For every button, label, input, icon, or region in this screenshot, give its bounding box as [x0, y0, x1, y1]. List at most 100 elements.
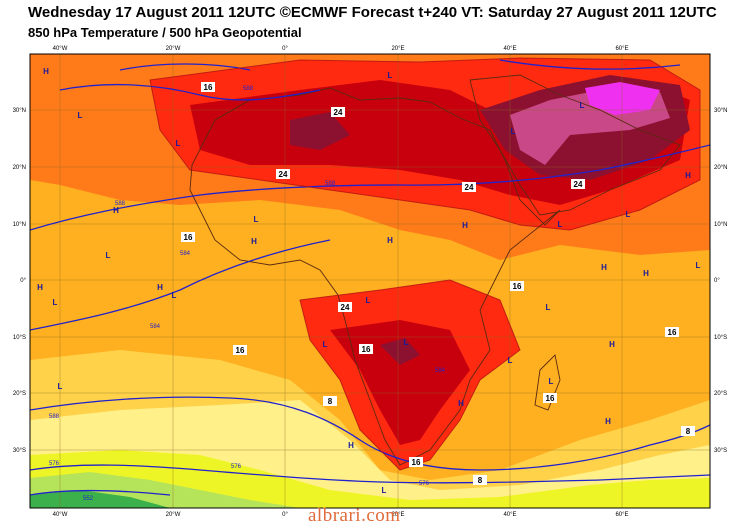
- low-pressure-marker: L: [58, 382, 63, 391]
- temperature-label: 16: [409, 457, 423, 467]
- low-pressure-marker: L: [176, 139, 181, 148]
- temperature-label-text: 24: [341, 303, 350, 312]
- high-pressure-marker: H: [605, 417, 611, 426]
- high-pressure-marker: H: [685, 171, 691, 180]
- low-pressure-marker: L: [388, 71, 393, 80]
- lat-label-right: 0°: [714, 278, 720, 284]
- high-pressure-marker: H: [157, 283, 163, 292]
- temperature-label: 16: [543, 393, 557, 403]
- temperature-label: 24: [331, 107, 345, 117]
- temperature-label: 16: [359, 344, 373, 354]
- lat-label-left: 30°S: [13, 448, 26, 454]
- left-latitude-labels: 30°N 20°N 10°N 0° 10°S 20°S 30°S: [13, 108, 27, 454]
- low-pressure-marker: L: [404, 338, 409, 347]
- temperature-label: 8: [323, 396, 337, 406]
- temperature-label-text: 8: [328, 397, 333, 406]
- temperature-label-text: 24: [334, 108, 343, 117]
- temperature-contours: [149, 57, 701, 471]
- low-pressure-marker: L: [580, 101, 585, 110]
- lat-label-right: 30°N: [714, 108, 727, 114]
- lat-label-right: 30°S: [714, 448, 727, 454]
- high-pressure-marker: H: [601, 263, 607, 272]
- geopotential-label: 588: [115, 201, 126, 207]
- low-pressure-marker: L: [549, 377, 554, 386]
- watermark: albrari.com: [308, 505, 401, 526]
- temperature-label: 8: [681, 426, 695, 436]
- temperature-label: 16: [510, 281, 524, 291]
- temperature-label: 16: [181, 232, 195, 242]
- low-pressure-marker: L: [323, 340, 328, 349]
- temperature-field: [30, 54, 710, 508]
- high-pressure-marker: H: [609, 340, 615, 349]
- temperature-label-text: 24: [465, 183, 474, 192]
- temperature-label: 16: [665, 327, 679, 337]
- lat-label-left: 20°S: [13, 391, 26, 397]
- temperature-label-text: 16: [362, 345, 371, 354]
- geopotential-label: 584: [180, 251, 191, 257]
- lat-label-right: 20°N: [714, 165, 727, 171]
- lon-label-bottom: 60°E: [615, 512, 628, 518]
- lon-label-bottom: 40°E: [503, 512, 516, 518]
- geopotential-label: 588: [49, 414, 60, 420]
- lon-label-bottom: 20°E: [391, 512, 404, 518]
- temp-band-lt0: [30, 490, 170, 508]
- low-pressure-marker: L: [508, 356, 513, 365]
- temperature-label: 16: [201, 82, 215, 92]
- temperature-label: 24: [571, 179, 585, 189]
- geopotential-label: 576: [419, 481, 430, 487]
- temperature-label-text: 16: [184, 233, 193, 242]
- high-pressure-marker: H: [43, 67, 49, 76]
- temperature-label-text: 16: [513, 282, 522, 291]
- lon-label-top: 20°E: [391, 46, 404, 52]
- temp-band-gt40: [585, 82, 660, 115]
- lon-label-bottom: 20°W: [166, 512, 181, 518]
- temperature-label-text: 16: [204, 83, 213, 92]
- geopotential-label: 584: [435, 368, 446, 374]
- temp-band-32-36-south: [380, 338, 420, 365]
- geopotential-label: 552: [83, 496, 94, 502]
- lon-label-bottom: 0°: [282, 512, 288, 518]
- forecast-title: Wednesday 17 August 2011 12UTC ©ECMWF Fo…: [28, 4, 717, 21]
- low-pressure-marker: L: [626, 210, 631, 219]
- high-pressure-marker: H: [643, 269, 649, 278]
- temperature-label: 24: [338, 302, 352, 312]
- lat-label-left: 10°S: [13, 335, 26, 341]
- temperature-label-text: 24: [574, 180, 583, 189]
- low-pressure-marker: L: [558, 220, 563, 229]
- low-pressure-marker: L: [172, 291, 177, 300]
- temperature-label: 8: [473, 475, 487, 485]
- high-pressure-marker: H: [387, 236, 393, 245]
- lat-label-right: 20°S: [714, 391, 727, 397]
- low-pressure-marker: L: [696, 261, 701, 270]
- lon-label-top: 40°E: [503, 46, 516, 52]
- geopotential-label: 576: [231, 464, 242, 470]
- top-longitude-labels: 40°W 20°W 0° 20°E 40°E 60°E: [53, 46, 629, 52]
- temperature-label: 24: [276, 169, 290, 179]
- temperature-label-text: 16: [546, 394, 555, 403]
- lat-label-right: 10°N: [714, 222, 727, 228]
- temperature-label-text: 16: [412, 458, 421, 467]
- lon-label-top: 20°W: [166, 46, 181, 52]
- temperature-label-text: 16: [236, 346, 245, 355]
- temperature-label-text: 8: [478, 476, 483, 485]
- geopotential-label: 588: [325, 181, 336, 187]
- temp-band-32-36-sahara: [290, 112, 350, 150]
- lon-label-bottom: 40°W: [53, 512, 68, 518]
- map-frame: [29, 53, 711, 509]
- lat-label-left: 0°: [20, 278, 26, 284]
- right-latitude-labels: 30°N 20°N 10°N 0° 10°S 20°S 30°S: [714, 108, 727, 454]
- lon-label-top: 40°W: [53, 46, 68, 52]
- temperature-label-text: 24: [279, 170, 288, 179]
- lon-label-top: 0°: [282, 46, 288, 52]
- lon-label-top: 60°E: [615, 46, 628, 52]
- low-pressure-marker: L: [53, 298, 58, 307]
- lat-label-left: 20°N: [13, 165, 26, 171]
- geopotential-label: 588: [243, 86, 254, 92]
- lat-label-left: 30°N: [13, 108, 26, 114]
- geopotential-contour-labels: 588 588 584 588 584 588 576 576 584 576 552: [49, 86, 446, 502]
- temperature-label: 16: [233, 345, 247, 355]
- temperature-contour-labels: 16 24 24 24 24 16 16 24 16 16 16 16 8 8 8 16: [181, 82, 695, 485]
- low-pressure-marker: L: [78, 111, 83, 120]
- high-pressure-marker: H: [251, 237, 257, 246]
